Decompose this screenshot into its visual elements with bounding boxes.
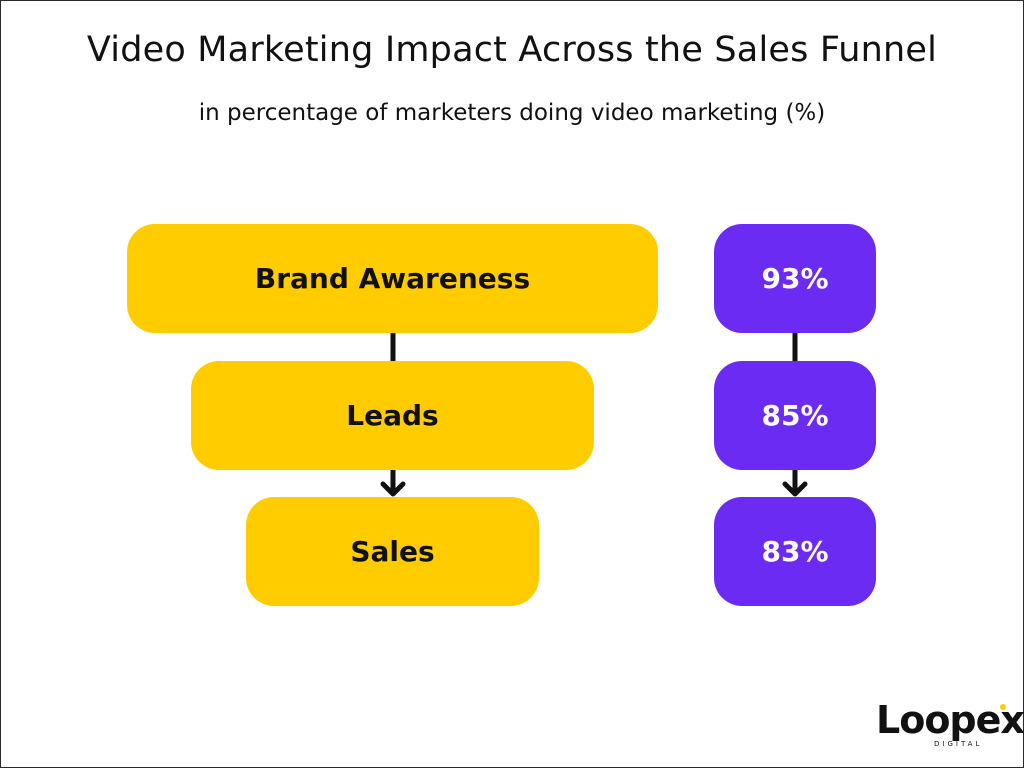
logo-subtext: DIGITAL [934, 740, 983, 748]
page-subtitle: in percentage of marketers doing video m… [198, 100, 826, 126]
stage-leads: Leads [191, 361, 594, 470]
stage-arrow-head-2 [380, 481, 406, 497]
value-arrow-head-2 [782, 481, 808, 497]
logo-accent-dot [1000, 704, 1006, 710]
value-sales: 83% [714, 497, 876, 606]
stage-sales: Sales [246, 497, 539, 606]
value-brand-awareness: 93% [714, 224, 876, 333]
logo-wordmark: Loopex [876, 698, 1024, 742]
value-leads: 85% [714, 361, 876, 470]
page-title: Video Marketing Impact Across the Sales … [86, 30, 938, 70]
stage-brand-awareness: Brand Awareness [127, 224, 658, 333]
brand-logo: Loopex DIGITAL [876, 700, 1024, 752]
